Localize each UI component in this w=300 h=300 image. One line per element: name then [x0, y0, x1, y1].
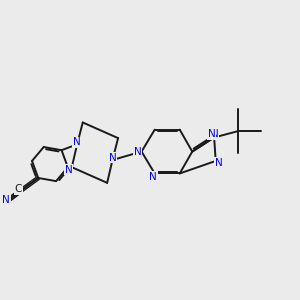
Text: C: C	[15, 184, 22, 194]
Text: N: N	[134, 147, 142, 157]
Text: N: N	[2, 195, 10, 205]
Text: N: N	[65, 165, 73, 175]
Text: N: N	[109, 153, 117, 163]
Text: N: N	[211, 129, 219, 140]
Text: N: N	[208, 129, 215, 140]
Text: N: N	[73, 137, 80, 147]
Text: N: N	[149, 172, 157, 182]
Text: N: N	[215, 158, 223, 167]
